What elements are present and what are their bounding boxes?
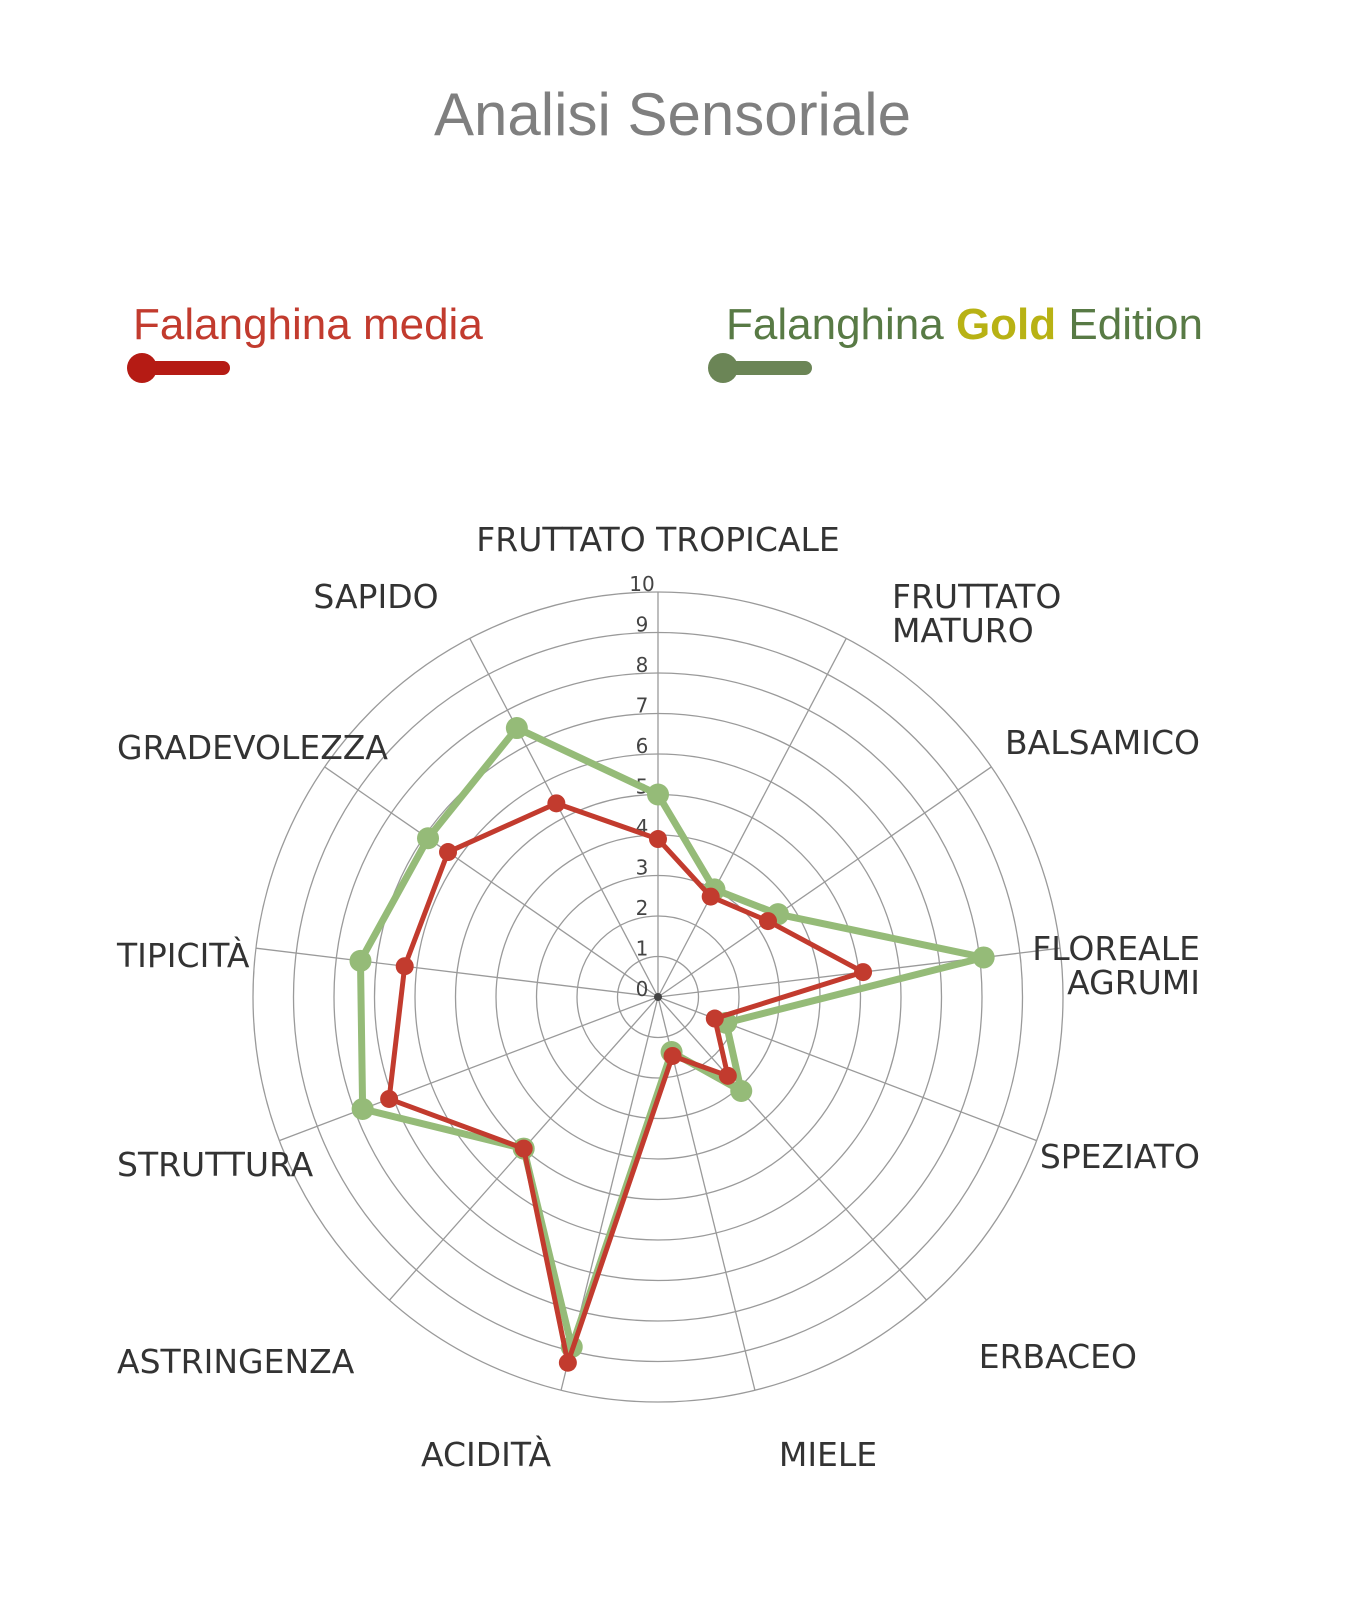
center-dot: [654, 993, 662, 1001]
axis-label-10: TIPICITÀ: [116, 935, 250, 975]
data-point-0-8: [514, 1139, 533, 1158]
data-point-0-9: [380, 1089, 399, 1108]
tick-label-7: 7: [636, 694, 649, 718]
data-point-1-12: [505, 717, 528, 740]
grid-spokes: [255, 592, 1061, 1391]
legend-swatch-line-media: [140, 361, 230, 375]
legend-swatch-line-gold: [722, 361, 812, 375]
grid-spoke-12: [469, 638, 659, 998]
tick-label-3: 3: [636, 856, 649, 880]
axis-labels: FRUTTATO TROPICALE FRUTTATO MATURO BALSAMIC…: [116, 520, 1200, 1474]
data-point-0-0: [649, 830, 667, 849]
legend-label-gold: Gold: [955, 300, 1057, 349]
axis-label-2: BALSAMICO: [1005, 723, 1200, 762]
series-line-1: [356, 724, 988, 1351]
legend-item-falanghina-media: Falanghina media: [133, 300, 483, 350]
series-layer: [349, 717, 995, 1372]
legend-label-edition: Edition: [1056, 300, 1203, 349]
axis-label-12: SAPIDO: [313, 577, 438, 616]
data-point-0-5: [718, 1066, 737, 1085]
data-point-0-7: [558, 1353, 577, 1372]
data-point-1-9: [351, 1098, 374, 1121]
data-point-1-5: [730, 1079, 753, 1102]
axis-label-5: ERBACEO: [979, 1337, 1137, 1376]
axis-label-4: SPEZIATO: [1040, 1137, 1200, 1176]
data-point-1-3: [972, 946, 995, 969]
data-point-0-3: [854, 963, 873, 982]
grid-spoke-9: [279, 996, 659, 1142]
data-point-0-4: [705, 1009, 724, 1028]
tick-label-1: 1: [636, 937, 649, 961]
data-point-1-10: [349, 949, 372, 972]
grid-spoke-1: [657, 638, 847, 998]
tick-label-6: 6: [636, 734, 649, 758]
axis-label-9: STRUTTURA: [117, 1145, 314, 1184]
grid-spoke-2: [657, 766, 992, 998]
legend-label-falanghina: Falanghina: [726, 300, 956, 349]
series-line-0: [386, 800, 866, 1366]
chart-title: Analisi Sensoriale: [434, 81, 911, 148]
axis-label-7: ACIDITÀ: [421, 1434, 552, 1474]
axis-label-6: MIELE: [779, 1435, 877, 1474]
axis-label-11: GRADEVOLEZZA: [117, 728, 388, 767]
series-0: [380, 794, 873, 1372]
data-point-1-11: [417, 827, 440, 850]
tick-label-2: 2: [636, 896, 649, 920]
data-point-0-12: [547, 794, 566, 813]
axis-label-1: FRUTTATO MATURO: [892, 577, 1061, 650]
axis-label-3: FLOREALE AGRUMI: [1032, 929, 1200, 1002]
tick-label-9: 9: [636, 613, 649, 637]
axis-label-0: FRUTTATO TROPICALE: [476, 520, 839, 559]
data-point-0-10: [395, 957, 414, 976]
data-point-0-11: [439, 843, 458, 862]
legend-label-falanghina-media: Falanghina media: [133, 300, 483, 349]
grid-spoke-5: [657, 996, 928, 1301]
tick-label-0: 0: [636, 977, 649, 1001]
axis-label-8: ASTRINGENZA: [117, 1342, 355, 1381]
tick-label-10: 10: [629, 572, 654, 596]
grid-spoke-11: [324, 766, 659, 998]
data-point-0-6: [663, 1046, 682, 1065]
grid-spoke-10: [255, 947, 659, 998]
legend-swatch-dot-gold: [708, 353, 738, 383]
legend-item-falanghina-gold: Falanghina Gold Edition: [726, 300, 1203, 350]
data-point-1-0: [647, 783, 669, 806]
legend-swatch-dot-media: [127, 353, 157, 383]
data-point-0-2: [758, 912, 777, 931]
tick-label-8: 8: [636, 653, 649, 677]
data-point-0-1: [701, 887, 720, 906]
